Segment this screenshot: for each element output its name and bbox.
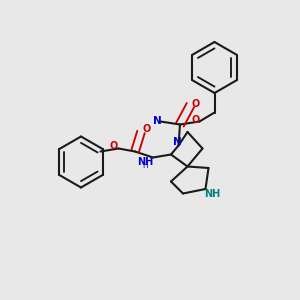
Text: N: N: [172, 137, 182, 147]
Text: H: H: [142, 161, 148, 170]
Text: O: O: [142, 124, 151, 134]
Text: O: O: [110, 141, 118, 151]
Text: N: N: [152, 116, 161, 126]
Text: O: O: [192, 98, 200, 109]
Text: NH: NH: [204, 189, 220, 200]
Text: NH: NH: [137, 157, 154, 167]
Text: O: O: [192, 115, 200, 125]
